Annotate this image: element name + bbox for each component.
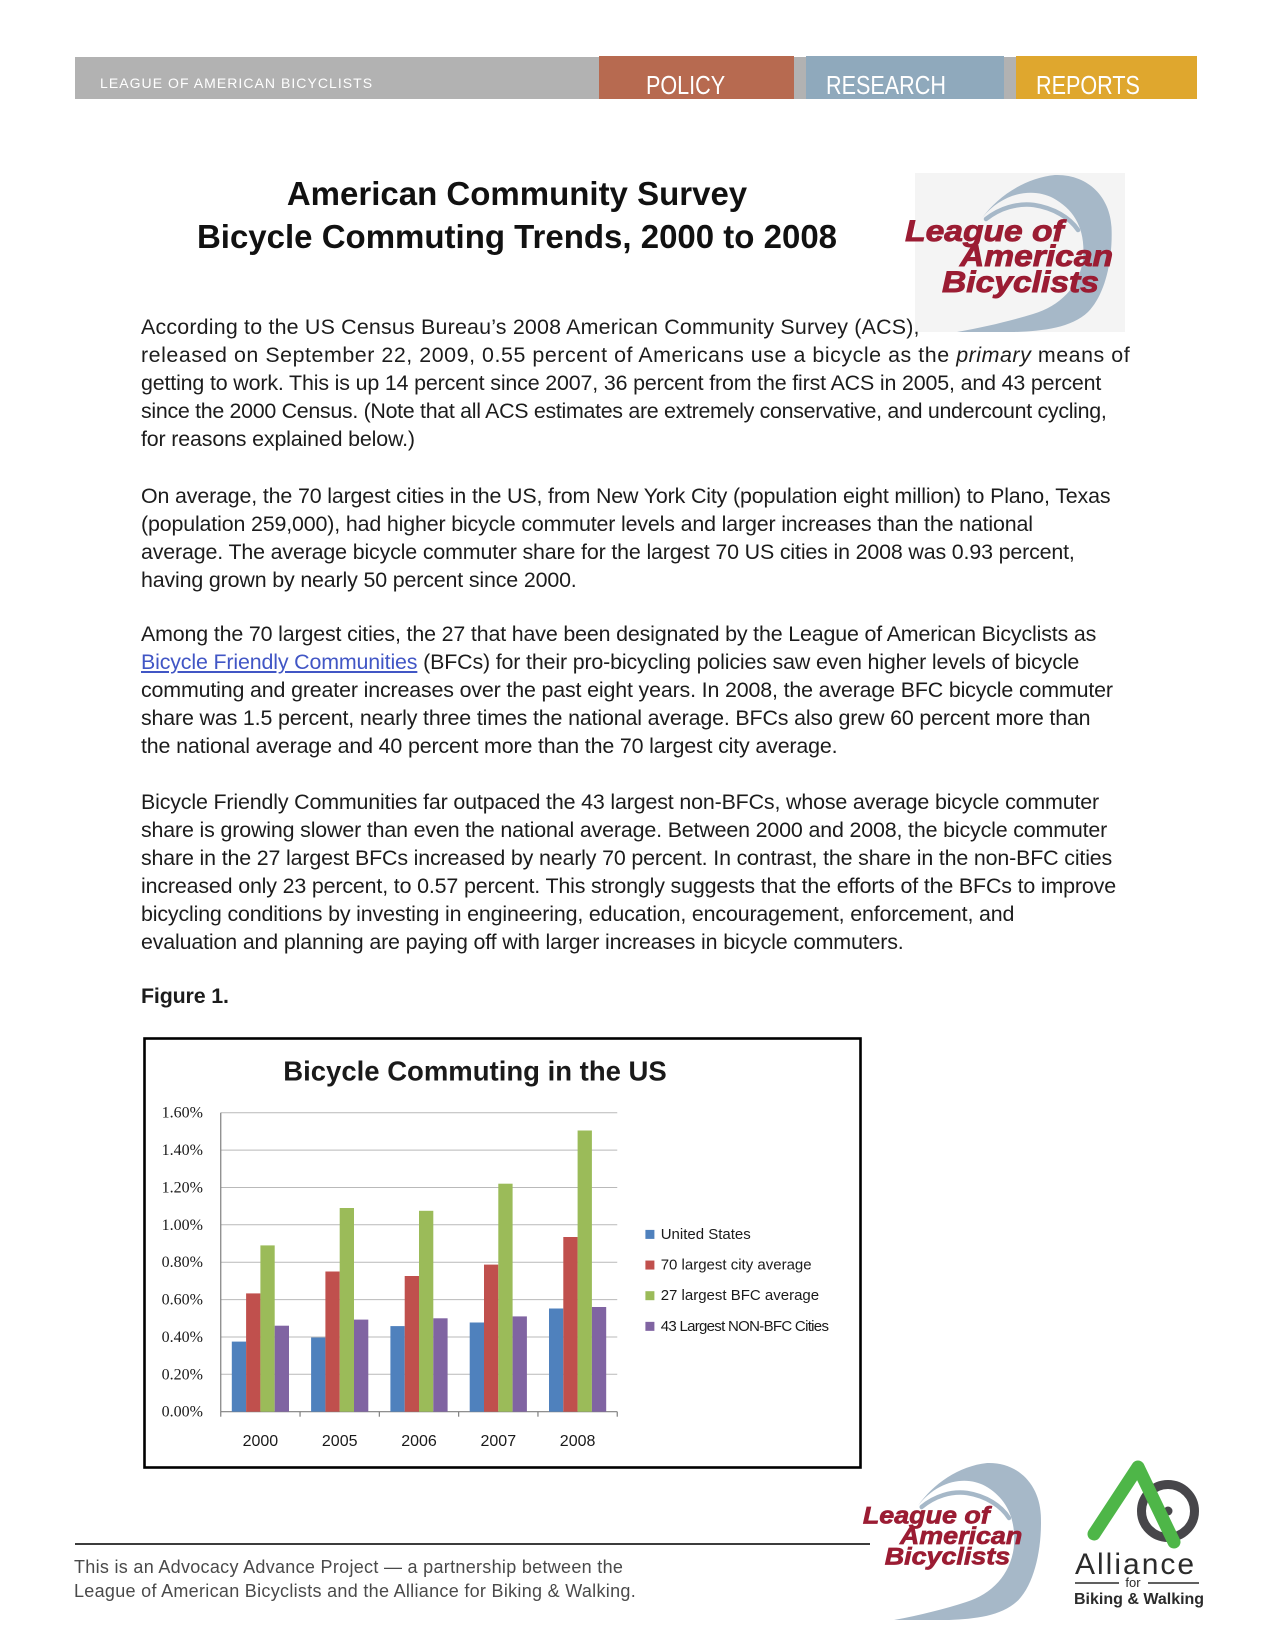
svg-text:70 largest city average: 70 largest city average	[661, 1257, 812, 1274]
svg-text:2008: 2008	[560, 1433, 596, 1450]
svg-text:for: for	[1125, 1575, 1141, 1590]
svg-text:Bicyclists: Bicyclists	[885, 1544, 1010, 1570]
svg-text:2007: 2007	[481, 1433, 517, 1450]
svg-text:2000: 2000	[243, 1433, 279, 1450]
svg-text:American: American	[959, 239, 1113, 273]
svg-text:0.00%: 0.00%	[162, 1404, 203, 1421]
svg-text:1.20%: 1.20%	[162, 1179, 203, 1196]
svg-text:43 Largest NON-BFC Cities: 43 Largest NON-BFC Cities	[661, 1318, 829, 1335]
svg-text:American: American	[899, 1523, 1023, 1549]
svg-text:2006: 2006	[401, 1433, 437, 1450]
svg-text:0.80%: 0.80%	[162, 1254, 203, 1271]
svg-text:1.40%: 1.40%	[162, 1142, 203, 1159]
svg-text:0.20%: 0.20%	[162, 1366, 203, 1383]
svg-text:United States: United States	[661, 1226, 751, 1243]
svg-text:Biking & Walking: Biking & Walking	[1074, 1591, 1204, 1608]
svg-text:Bicycle Commuting in the US: Bicycle Commuting in the US	[283, 1055, 667, 1086]
svg-text:League of: League of	[905, 214, 1067, 248]
svg-text:1.00%: 1.00%	[162, 1217, 203, 1234]
svg-text:0.60%: 0.60%	[162, 1292, 203, 1309]
svg-text:1.60%: 1.60%	[162, 1105, 203, 1122]
svg-text:Bicyclists: Bicyclists	[942, 265, 1099, 299]
svg-text:Alliance: Alliance	[1075, 1548, 1196, 1581]
svg-text:2005: 2005	[322, 1433, 358, 1450]
svg-text:League of: League of	[863, 1503, 993, 1529]
svg-text:0.40%: 0.40%	[162, 1329, 203, 1346]
svg-text:27 largest BFC average: 27 largest BFC average	[661, 1287, 819, 1304]
